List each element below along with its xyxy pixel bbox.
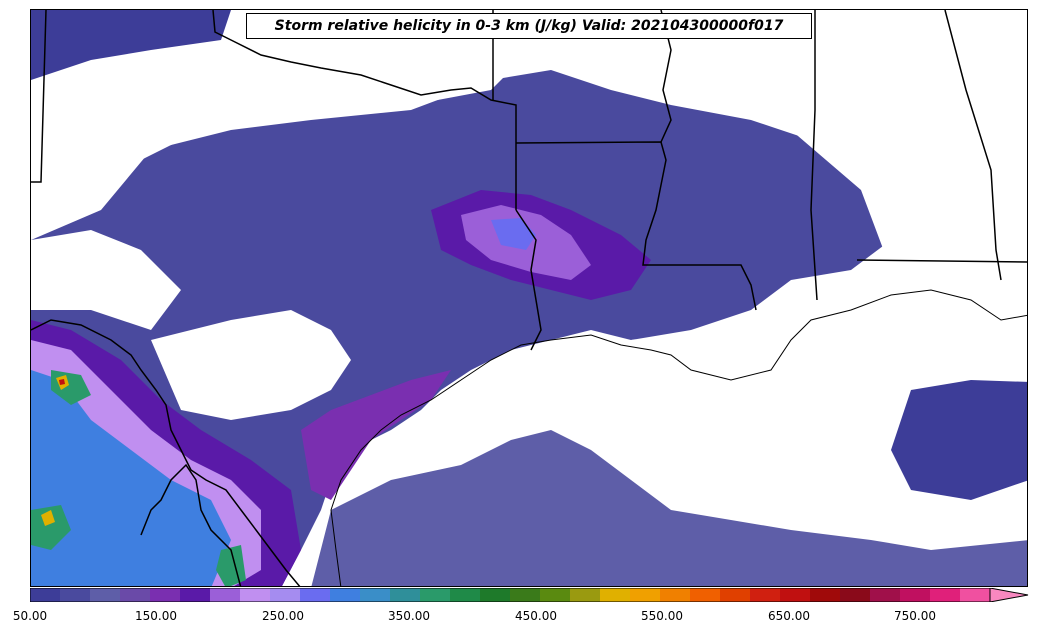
map-panel — [30, 9, 1028, 587]
gulf-coastline — [330, 289, 1027, 586]
helicity-region-gulf — [311, 430, 1027, 586]
colorbar-swatch — [330, 588, 361, 602]
border-oklahoma-texas — [212, 10, 517, 210]
helicity-region-east — [891, 380, 1027, 500]
colorbar-swatch — [690, 588, 721, 602]
border-mississippi-alabama — [810, 10, 818, 301]
colorbar-swatch — [720, 588, 751, 602]
colorbar-swatch — [930, 588, 961, 602]
colorbar-tick-label: 250.00 — [262, 609, 304, 623]
colorbar-swatch — [570, 588, 601, 602]
helicity-core-3 — [491, 218, 536, 250]
gap-north — [71, 30, 511, 190]
gap-texas-interior — [151, 310, 351, 420]
colorbar-swatch — [660, 588, 691, 602]
gap-gulf-east — [571, 330, 911, 490]
state-boundaries — [31, 10, 1027, 586]
colorbar-tick-label: 50.00 — [12, 609, 48, 623]
colorbar-swatch — [600, 588, 631, 602]
colorbar-swatch — [480, 588, 511, 602]
helicity-sw-core-3 — [31, 370, 231, 586]
colorbar-tick-label: 450.00 — [515, 609, 557, 623]
colorbar-tick-label: 750.00 — [894, 609, 936, 623]
colorbar-swatch — [420, 588, 451, 602]
colorbar-swatch — [180, 588, 211, 602]
border-florida — [856, 259, 1027, 263]
helicity-field — [31, 10, 1027, 586]
colorbar-swatch — [450, 588, 481, 602]
gap-west — [31, 230, 181, 330]
colorbar-swatch — [750, 588, 781, 602]
border-new-mexico — [31, 10, 47, 183]
no-data-regions — [31, 30, 1027, 490]
colorbar-swatch — [360, 588, 391, 602]
colorbar-swatch — [150, 588, 181, 602]
border-mexico-states — [140, 463, 242, 586]
helicity-max-2 — [59, 379, 65, 385]
colorbar-swatch — [270, 588, 301, 602]
helicity-map — [31, 10, 1027, 586]
gap-northeast — [791, 30, 1027, 270]
colorbar-swatch — [900, 588, 931, 602]
colorbar-swatch — [300, 588, 331, 602]
colorbar-tick-label: 650.00 — [768, 609, 810, 623]
border-texas-louisiana — [515, 209, 542, 351]
helicity-region-central-band — [31, 70, 901, 586]
colorbar-tick-label: 150.00 — [135, 609, 177, 623]
colorbar-swatches — [30, 588, 1029, 602]
colorbar-tick-label: 550.00 — [641, 609, 683, 623]
colorbar-extend-max — [989, 588, 1029, 602]
colorbar-swatch — [90, 588, 121, 602]
colorbar-tick-label: 350.00 — [388, 609, 430, 623]
map-title: Storm relative helicity in 0-3 km (J/kg)… — [246, 13, 812, 39]
colorbar-swatch — [30, 588, 61, 602]
colorbar-swatch — [780, 588, 811, 602]
colorbar-swatch — [540, 588, 571, 602]
colorbar-swatch — [390, 588, 421, 602]
border-mexico-rio-grande — [31, 319, 301, 586]
colorbar-swatch — [960, 588, 991, 602]
colorbar — [30, 588, 1029, 602]
colorbar-swatch — [510, 588, 541, 602]
colorbar-swatch — [810, 588, 841, 602]
border-alabama-georgia — [944, 10, 1002, 281]
colorbar-swatch — [60, 588, 91, 602]
border-arkansas-louisiana — [515, 141, 757, 311]
colorbar-swatch — [840, 588, 871, 602]
helicity-sw-core-4 — [31, 370, 246, 586]
colorbar-swatch — [240, 588, 271, 602]
colorbar-swatch — [630, 588, 661, 602]
colorbar-outline — [30, 588, 991, 602]
helicity-region-north — [31, 10, 231, 80]
colorbar-swatch — [210, 588, 241, 602]
colorbar-swatch — [870, 588, 901, 602]
colorbar-swatch — [120, 588, 151, 602]
